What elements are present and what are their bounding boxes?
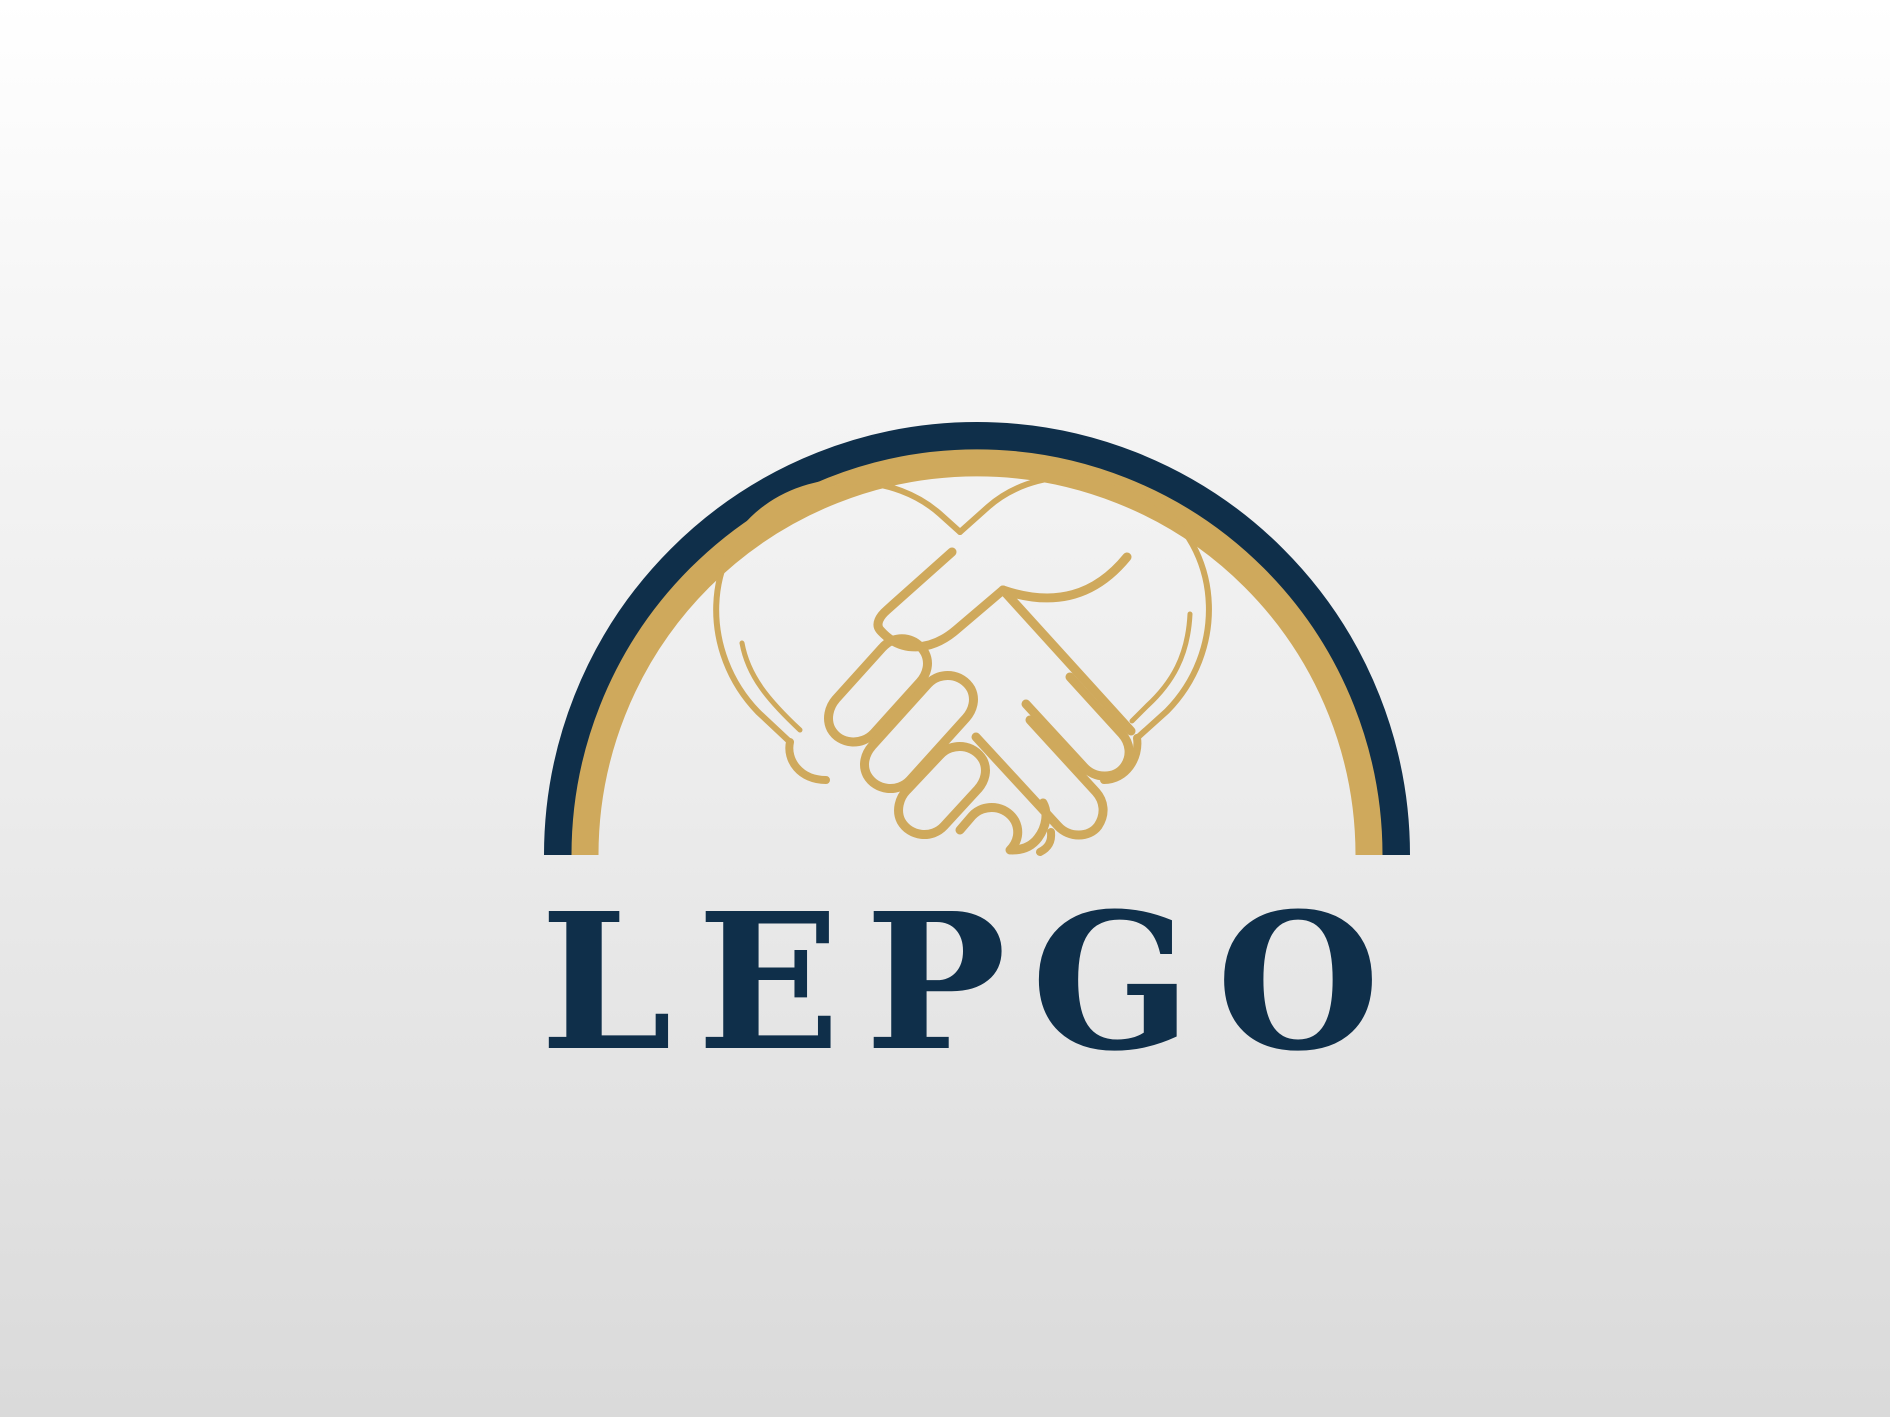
brand-letter-g: G	[1030, 872, 1192, 1093]
finger-3-icon	[894, 742, 990, 839]
finger-2-icon	[860, 671, 978, 793]
heart-outline-icon	[713, 478, 963, 745]
finger-8-icon	[1036, 828, 1056, 856]
gold-arc-icon	[571, 449, 1383, 856]
brand-letter-p: P	[864, 872, 1007, 1093]
knuckle-right-icon	[1100, 734, 1142, 784]
heart-inner-line-right-icon	[1129, 611, 1193, 724]
finger-4-icon	[955, 803, 1023, 855]
navy-arc-icon	[544, 422, 1410, 856]
finger-7-icon	[1007, 798, 1051, 855]
handshake-heart-icon	[713, 473, 1212, 856]
finger-5-icon	[1021, 672, 1134, 781]
brand-letter-e: E	[696, 872, 841, 1093]
upper-hand-icon	[873, 547, 1132, 652]
upper-hand-wrist-icon	[998, 585, 1136, 736]
brand-letter-o: O	[1216, 872, 1380, 1093]
heart-outline-right-icon	[957, 473, 1212, 741]
finger-1-icon	[824, 634, 932, 747]
finger-6-icon	[971, 715, 1108, 840]
heart-inner-line-left-icon	[739, 640, 803, 733]
knuckle-left-icon	[785, 738, 830, 784]
brand-wordmark: L E P G O	[540, 888, 1380, 1078]
brand-letter-l: L	[540, 872, 673, 1093]
